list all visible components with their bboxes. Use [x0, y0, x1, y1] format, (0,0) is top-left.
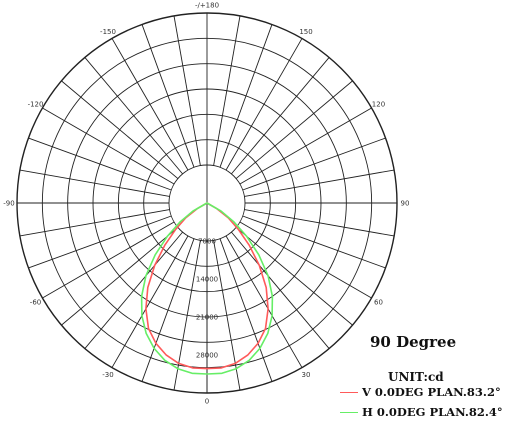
radial-value-label: 14000	[196, 276, 218, 284]
radial-value-label: 7000	[198, 238, 216, 246]
grid-spoke	[231, 57, 330, 175]
angle-tick-label: -60	[30, 299, 41, 307]
grid-spoke	[225, 235, 303, 368]
grid-spoke	[84, 57, 183, 175]
angle-tick-label: 120	[372, 101, 385, 109]
grid-spoke	[219, 238, 273, 382]
radial-value-labels: 7000 14000 21000 28000	[196, 238, 218, 360]
grid-spoke	[111, 235, 189, 368]
legend-item-v-plane: V 0.0DEG PLAN.83.2°	[340, 384, 508, 400]
unit-label: UNIT:cd	[388, 370, 444, 384]
polar-grid	[16, 12, 398, 394]
legend-swatch-v	[340, 391, 358, 393]
angle-tick-label: 60	[374, 299, 383, 307]
grid-spoke	[219, 24, 273, 168]
grid-spoke	[239, 221, 372, 299]
chart-title: 90 Degree	[370, 333, 457, 351]
angle-tick-label: 0	[205, 398, 209, 406]
grid-spoke	[61, 80, 179, 179]
grid-spoke	[141, 238, 195, 382]
grid-spoke	[231, 231, 330, 349]
grid-spoke	[242, 215, 386, 269]
grid-spoke	[235, 80, 353, 179]
grid-spoke	[244, 209, 395, 237]
angle-tick-label: -120	[28, 101, 44, 109]
angle-tick-label: 90	[401, 200, 410, 208]
angle-tick-label: 150	[299, 28, 312, 36]
grid-spoke	[19, 169, 170, 197]
radial-value-label: 21000	[196, 314, 218, 322]
grid-spoke	[42, 107, 175, 185]
angle-tick-label: -30	[102, 371, 113, 379]
grid-spoke	[84, 231, 183, 349]
series-v-plane-curve	[145, 202, 269, 370]
grid-spoke	[28, 137, 172, 191]
grid-spoke	[239, 107, 372, 185]
legend-label-h: H 0.0DEG PLAN.82.4°	[362, 405, 503, 419]
angle-tick-label: -150	[100, 28, 116, 36]
legend-swatch-h	[340, 411, 358, 413]
grid-spoke	[61, 227, 179, 326]
grid-spoke	[141, 24, 195, 168]
grid-spoke	[244, 169, 395, 197]
series-h-plane-curve	[140, 202, 274, 375]
radial-value-label: 28000	[196, 352, 218, 360]
legend-item-h-plane: H 0.0DEG PLAN.82.4°	[340, 404, 508, 420]
grid-spoke	[213, 240, 241, 391]
grid-spoke	[235, 227, 353, 326]
grid-spoke	[19, 209, 170, 237]
angle-tick-label: 30	[302, 371, 311, 379]
grid-spoke	[242, 137, 386, 191]
intensity-curves	[140, 202, 274, 375]
grid-spoke	[213, 15, 241, 166]
angle-tick-labels: -/+180 150 -150 120 -120 90 -90 60 -60 30 -30 0	[3, 2, 409, 406]
grid-spoke	[173, 15, 201, 166]
angle-tick-label: -90	[3, 200, 14, 208]
angle-tick-label: -/+180	[195, 2, 219, 10]
grid-spoke	[42, 221, 175, 299]
grid-spoke	[28, 215, 172, 269]
legend-label-v: V 0.0DEG PLAN.83.2°	[362, 385, 501, 399]
grid-spoke	[173, 240, 201, 391]
grid-spoke	[111, 38, 189, 171]
grid-spoke	[225, 38, 303, 171]
